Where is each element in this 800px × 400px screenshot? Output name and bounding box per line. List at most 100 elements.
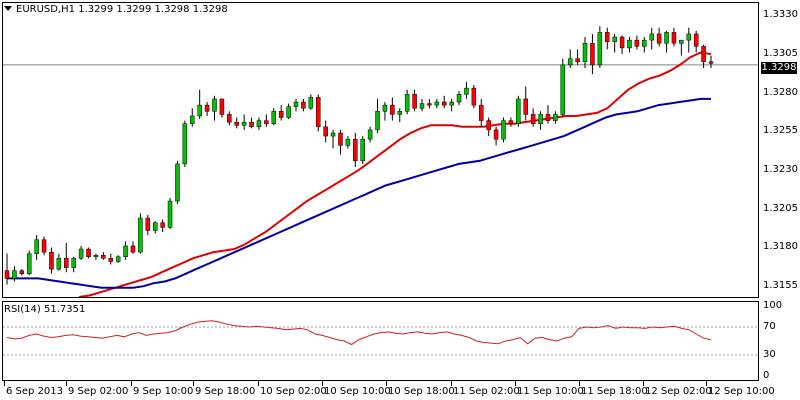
bear-candle (338, 132, 343, 146)
rsi-name: RSI(14) (4, 304, 41, 315)
bull-candle (34, 239, 39, 254)
triangle-down-icon (4, 6, 12, 11)
bull-candle (397, 111, 403, 115)
bull-candle (679, 39, 684, 44)
price-chart-pane[interactable] (2, 2, 759, 298)
bear-candle (671, 32, 677, 44)
bull-candle (686, 33, 692, 41)
bear-candle (86, 248, 91, 258)
time-tick-label: 10 Sep 02:00 (260, 386, 327, 397)
bull-candle (375, 111, 380, 131)
price-tick-label: 1.3205 (763, 202, 798, 214)
bear-candle (301, 101, 306, 109)
time-tick-mark (451, 381, 452, 386)
bull-candle (241, 121, 247, 126)
price-tick-label: 1.3230 (763, 164, 798, 176)
bull-candle (197, 104, 202, 117)
bull-candle (582, 42, 588, 63)
bull-candle (56, 258, 62, 270)
bull-candle (434, 101, 440, 106)
bear-candle (49, 251, 54, 270)
ma-fast-line (78, 51, 712, 297)
bull-candle (464, 87, 469, 95)
bear-candle (486, 120, 491, 131)
price-chart-svg (3, 26, 758, 297)
time-tick-label: 11 Sep 18:00 (581, 386, 648, 397)
bull-candle (190, 115, 195, 124)
bull-candle (560, 64, 566, 115)
bull-candle (404, 94, 410, 112)
bear-candle (219, 98, 225, 115)
time-tick-mark (386, 381, 387, 386)
bull-candle (152, 222, 158, 231)
bear-candle (249, 121, 254, 128)
time-tick-label: 6 Sep 2013 (6, 386, 64, 397)
bull-candle (538, 114, 543, 124)
bear-candle (508, 120, 514, 124)
time-tick-mark (66, 381, 67, 386)
bull-candle (449, 101, 454, 106)
time-tick-label: 12 Sep 10:00 (708, 386, 775, 397)
price-tick-label: 1.3255 (763, 125, 798, 137)
bear-candle (130, 245, 136, 253)
time-tick-label: 11 Sep 10:00 (517, 386, 584, 397)
bear-candle (64, 258, 69, 268)
bear-candle (4, 270, 10, 279)
bear-candle (523, 98, 528, 115)
time-tick-mark (193, 381, 194, 386)
bear-candle (19, 270, 25, 275)
chart-header: EURUSD,H1 1.3299 1.3299 1.3298 1.3298 (4, 4, 228, 15)
bear-candle (545, 114, 551, 121)
bear-candle (204, 104, 210, 112)
rsi-pane[interactable] (2, 301, 759, 381)
rsi-header: RSI(14) 51.7351 (4, 304, 85, 315)
bull-candle (567, 58, 573, 66)
bear-candle (353, 138, 358, 162)
bull-candle (382, 104, 388, 112)
price-tick-label: 1.3180 (763, 241, 798, 253)
bear-candle (619, 36, 625, 49)
bear-candle (278, 111, 284, 118)
bull-candle (360, 138, 365, 162)
time-tick-label: 9 Sep 10:00 (133, 386, 194, 397)
rsi-value: 51.7351 (43, 304, 86, 315)
bull-candle (71, 258, 76, 268)
rsi-tick-label: 30 (763, 349, 776, 360)
rsi-tick-label: 70 (763, 321, 776, 332)
bull-candle (93, 254, 99, 258)
bull-candle (123, 245, 128, 258)
ohlc-values: 1.3299 1.3299 1.3298 1.3298 (78, 4, 228, 15)
bull-candle (293, 101, 299, 107)
bull-candle (182, 123, 188, 165)
bull-candle (367, 129, 373, 140)
time-tick-mark (4, 381, 5, 386)
bear-candle (264, 120, 269, 124)
bear-candle (656, 33, 662, 44)
bull-candle (597, 32, 603, 66)
bear-candle (605, 32, 610, 42)
bear-candle (493, 129, 499, 140)
ma-slow-line (7, 97, 711, 289)
bear-candle (145, 217, 151, 231)
bull-candle (256, 120, 262, 128)
price-tick-label: 1.3305 (763, 48, 798, 60)
bull-candle (115, 256, 121, 262)
bear-candle (471, 87, 477, 106)
bull-candle (612, 36, 617, 42)
bull-candle (12, 270, 17, 279)
price-tick-label: 1.3330 (763, 9, 798, 21)
bull-candle (167, 200, 173, 228)
rsi-line (6, 320, 712, 346)
bull-candle (175, 163, 180, 202)
bull-candle (271, 111, 277, 124)
price-tick-label: 1.3155 (763, 280, 798, 292)
bear-candle (708, 61, 714, 64)
bull-candle (345, 138, 351, 146)
symbol-label: EURUSD,H1 (16, 4, 76, 15)
time-tick-mark (258, 381, 259, 386)
bear-candle (634, 39, 640, 47)
bear-candle (590, 42, 595, 66)
bear-candle (41, 239, 47, 253)
time-tick-mark (579, 381, 580, 386)
